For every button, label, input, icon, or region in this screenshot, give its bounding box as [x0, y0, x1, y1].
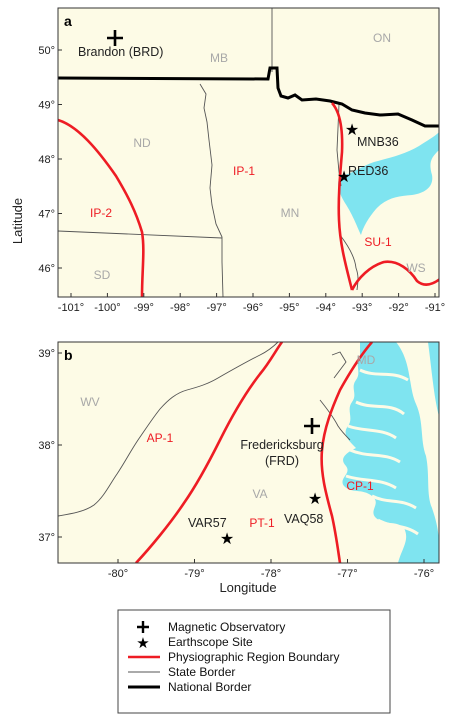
- red36-label: RED36: [348, 164, 388, 178]
- panel-a-y-tick-label: 48°: [38, 154, 55, 166]
- panel-b-y-axis: 39° 38° 37°: [38, 348, 62, 544]
- panel-a-land: [58, 8, 439, 297]
- panel-a-y-tick-label: 49°: [38, 100, 55, 112]
- x-axis-title: Longitude: [219, 580, 276, 595]
- mnb36-star-icon: ★: [345, 122, 359, 139]
- legend-box: [117, 609, 391, 714]
- legend-label-observatory: Magnetic Observatory: [168, 620, 285, 634]
- panel-b-x-tick-label: -77°: [337, 568, 357, 580]
- panel-a-x-tick-label: -93°: [352, 302, 372, 314]
- delmarva-peninsula: [396, 342, 439, 540]
- panel-a: a -101° -100° -99° -98° -97° -96° -95° -94° -93°…: [38, 7, 445, 314]
- var57-label: VAR57: [188, 516, 227, 530]
- legend-label-region: Physiographic Region Boundary: [168, 650, 339, 664]
- region-label-pt-1: PT-1: [249, 516, 275, 530]
- panel-b-y-tick-label: 38°: [38, 440, 55, 452]
- panel-b-state-borders: [58, 342, 351, 517]
- panel-a-x-tick-label: -91°: [425, 302, 445, 314]
- panel-b-coast-inlets: [345, 368, 419, 536]
- panel-a-letter: a: [64, 13, 72, 29]
- panel-a-x-tick-label: -94°: [316, 302, 336, 314]
- state-label-ws: WS: [406, 261, 425, 275]
- lake-superior: [338, 132, 439, 235]
- state-label-md: MD: [357, 353, 376, 367]
- panel-b-y-tick-label: 37°: [38, 532, 55, 544]
- panel-b-region-boundaries: [135, 342, 373, 563]
- panel-a-region-boundaries: [58, 102, 439, 297]
- legend-label-state: State Border: [168, 665, 235, 679]
- panel-b-x-tick-label: -79°: [184, 568, 204, 580]
- panel-a-y-axis: 50° 49° 48° 47° 46°: [38, 45, 62, 275]
- national-border: [58, 66, 439, 128]
- brandon-observatory-label: Brandon (BRD): [78, 45, 163, 59]
- vaq58-star-icon: ★: [308, 491, 322, 508]
- legend-label-earthscope: Earthscope Site: [168, 635, 253, 649]
- fredericksburg-observatory-marker: [304, 418, 320, 434]
- plus-marker-icon: [137, 621, 149, 633]
- panel-a-x-tick-label: -98°: [170, 302, 190, 314]
- red36-star-icon: ★: [337, 169, 351, 186]
- state-label-va: VA: [252, 487, 267, 501]
- star-marker-icon: ★: [136, 635, 149, 652]
- panel-a-x-tick-label: -99°: [134, 302, 154, 314]
- panel-a-y-tick-label: 47°: [38, 209, 55, 221]
- state-label-mb: MB: [210, 51, 228, 65]
- panel-b: b -80° -79° -78° -77° -76° 39° 38° 37° MD WV V…: [38, 341, 440, 580]
- brandon-observatory-marker: [107, 30, 123, 46]
- panel-a-x-tick-label: -101°: [58, 302, 84, 314]
- panel-b-x-axis: -80° -79° -78° -77° -76°: [108, 559, 434, 580]
- state-label-wv: WV: [80, 395, 99, 409]
- panel-a-y-tick-label: 46°: [38, 263, 55, 275]
- panel-a-x-tick-label: -96°: [243, 302, 263, 314]
- y-axis-title: Latitude: [10, 198, 25, 244]
- mnb36-label: MNB36: [357, 135, 399, 149]
- legend-label-national: National Border: [168, 680, 251, 694]
- state-label-mn: MN: [281, 206, 300, 220]
- panel-a-x-tick-label: -95°: [279, 302, 299, 314]
- panel-a-y-tick-label: 50°: [38, 45, 55, 57]
- vaq58-label: VAQ58: [284, 512, 323, 526]
- state-label-on: ON: [373, 31, 391, 45]
- panel-a-x-tick-label: -100°: [94, 302, 120, 314]
- panel-a-x-tick-label: -92°: [388, 302, 408, 314]
- panel-a-x-axis: -101° -100° -99° -98° -97° -96° -95° -94° -93° -9…: [58, 293, 445, 314]
- panel-b-x-tick-label: -80°: [108, 568, 128, 580]
- legend: Magnetic Observatory ★ Earthscope Site P…: [117, 609, 391, 714]
- panel-b-x-tick-label: -76°: [414, 568, 434, 580]
- panel-a-state-borders: [58, 8, 359, 297]
- region-label-cp-1: CP-1: [346, 479, 374, 493]
- panel-b-letter: b: [64, 347, 73, 363]
- panel-b-y-tick-label: 39°: [38, 348, 55, 360]
- panel-a-x-tick-label: -97°: [206, 302, 226, 314]
- var57-star-icon: ★: [220, 531, 234, 548]
- fredericksburg-label-line2: (FRD): [265, 454, 299, 468]
- state-label-nd: ND: [133, 136, 151, 150]
- panel-b-x-tick-label: -78°: [261, 568, 281, 580]
- state-label-sd: SD: [94, 268, 111, 282]
- region-label-su-1: SU-1: [364, 235, 392, 249]
- region-label-ip-1: IP-1: [233, 164, 255, 178]
- fredericksburg-label-line1: Fredericksburg: [240, 438, 323, 452]
- region-label-ip-2: IP-2: [90, 206, 112, 220]
- region-label-ap-1: AP-1: [147, 431, 174, 445]
